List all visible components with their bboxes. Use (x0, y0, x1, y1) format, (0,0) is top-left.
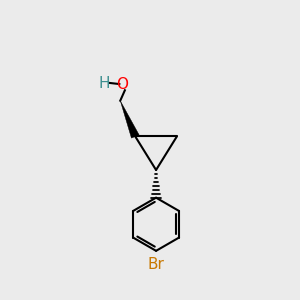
Text: O: O (117, 77, 129, 92)
Polygon shape (120, 101, 139, 138)
Text: H: H (98, 76, 110, 91)
Text: Br: Br (148, 257, 164, 272)
